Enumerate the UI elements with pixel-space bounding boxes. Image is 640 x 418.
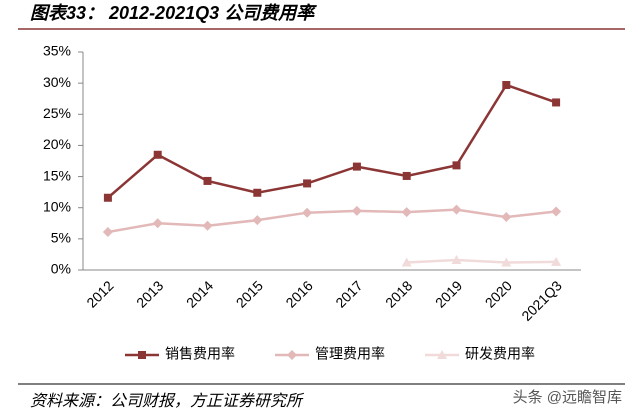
marker <box>402 171 411 180</box>
legend-label: 管理费用率 <box>315 346 385 362</box>
y-tick-label: 0% <box>51 261 71 277</box>
marker <box>452 161 461 170</box>
x-tick-label: 2014 <box>183 277 216 310</box>
marker <box>138 351 146 359</box>
y-tick-label: 5% <box>51 230 71 246</box>
x-tick-label: 2017 <box>332 277 365 310</box>
x-tick-label: 2015 <box>233 277 266 310</box>
marker <box>501 257 512 267</box>
marker <box>153 150 162 159</box>
x-tick-label: 2018 <box>382 277 415 310</box>
series-line <box>406 258 557 264</box>
marker <box>352 162 361 171</box>
marker <box>253 188 262 197</box>
marker <box>102 227 113 238</box>
marker <box>351 205 362 216</box>
marker <box>552 98 561 107</box>
x-tick-label: 2019 <box>432 277 465 310</box>
marker <box>401 207 412 218</box>
x-tick-label: 2021Q3 <box>518 277 565 324</box>
marker <box>302 207 313 218</box>
x-tick-label: 2013 <box>133 277 166 310</box>
y-tick-label: 15% <box>43 167 71 183</box>
marker <box>551 256 562 266</box>
marker <box>303 179 312 188</box>
chart-title: 图表33： 2012-2021Q3 公司费用率 <box>30 3 317 23</box>
marker <box>401 257 412 267</box>
marker <box>451 255 462 265</box>
marker <box>203 176 212 185</box>
x-tick-label: 2016 <box>282 277 315 310</box>
marker <box>551 206 562 217</box>
y-tick-label: 30% <box>43 74 71 90</box>
x-tick-label: 2012 <box>83 277 116 310</box>
y-tick-label: 20% <box>43 136 71 152</box>
marker <box>252 215 263 226</box>
marker <box>501 212 512 223</box>
legend-label: 销售费用率 <box>165 346 235 362</box>
series-line <box>107 208 557 234</box>
series-line <box>107 83 557 199</box>
marker <box>502 81 511 90</box>
marker <box>287 350 297 360</box>
marker <box>437 350 447 359</box>
y-tick-label: 35% <box>43 43 71 59</box>
source: 资料来源：公司财报，方正证券研究所 <box>30 392 305 410</box>
marker <box>152 218 163 229</box>
y-tick-label: 10% <box>43 198 71 214</box>
marker <box>451 204 462 215</box>
x-tick-label: 2020 <box>482 277 515 310</box>
legend-label: 研发费用率 <box>465 346 535 362</box>
marker <box>202 220 213 231</box>
marker <box>103 193 112 202</box>
watermark: 头条 @远瞻智库 <box>513 388 622 406</box>
y-tick-label: 25% <box>43 105 71 121</box>
